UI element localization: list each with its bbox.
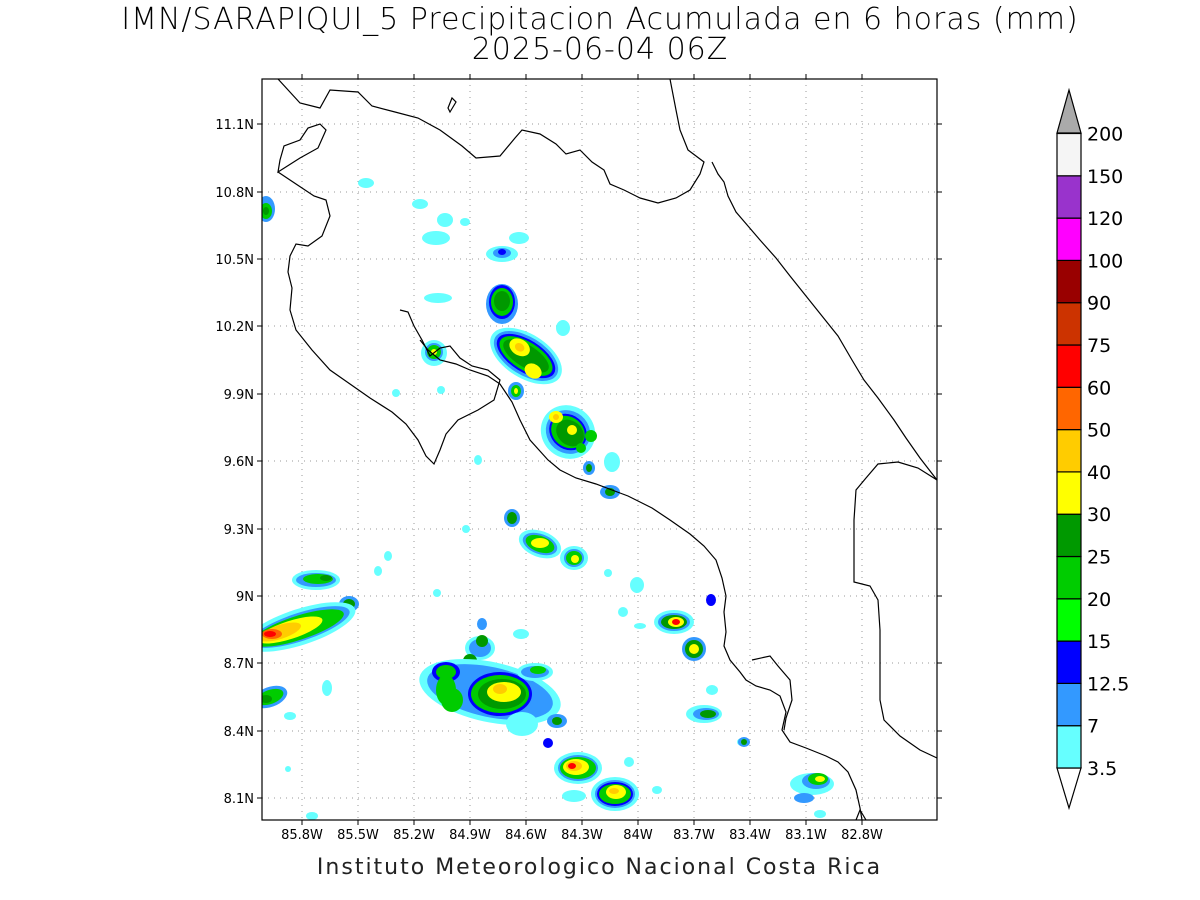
- golfo-dulce: [751, 655, 793, 731]
- colorbar-swatch: [1056, 513, 1082, 558]
- lon-tick-label: 85.5W: [337, 828, 379, 843]
- map-frame: [261, 78, 938, 821]
- rain-cell: [554, 752, 639, 811]
- colorbar-swatch: [1056, 132, 1082, 177]
- lon-tick-label: 84W: [623, 828, 653, 843]
- colorbar-swatch: [1056, 640, 1082, 684]
- tip-island: [855, 808, 867, 820]
- rain-cell: [486, 284, 518, 324]
- colorbar-level-label: 90: [1087, 293, 1111, 315]
- colorbar-level-label: 75: [1087, 335, 1111, 357]
- colorbar-swatch: [1056, 682, 1082, 727]
- colorbar-legend: 3.5 7 12.5 15 20 25 30 40 50 60 75 90 100 120 150 200: [1056, 87, 1129, 811]
- lake-nicaragua: [277, 123, 327, 174]
- rain-cell: [540, 405, 597, 475]
- panama-border: [853, 461, 937, 759]
- colorbar-swatch: [1056, 598, 1082, 642]
- rain-cell: [504, 509, 588, 570]
- colorbar-min-arrow: [1056, 767, 1082, 811]
- gulf-nicoya: [419, 339, 863, 820]
- pacific-nw-coast: [277, 171, 501, 466]
- chart-datetime: 2025-06-04 06Z: [471, 32, 729, 67]
- colorbar-swatch: [1056, 555, 1082, 600]
- lon-tick-label: 83.1W: [785, 828, 827, 843]
- colorbar-level-label: 25: [1087, 547, 1111, 569]
- colorbar-swatch: [1056, 471, 1082, 515]
- colorbar-swatch: [1056, 429, 1082, 473]
- colorbar-level-label: 50: [1087, 420, 1111, 442]
- precipitation-field: [262, 178, 834, 820]
- caribbean-coast: [711, 161, 937, 481]
- lon-tick-label: 84.6W: [505, 828, 547, 843]
- colorbar-swatch: [1056, 386, 1082, 431]
- footer-credit: Instituto Meteorologico Nacional Costa R…: [316, 855, 883, 880]
- lat-tick-label: 10.2N: [215, 320, 254, 335]
- lat-tick-label: 9.6N: [224, 455, 254, 470]
- lat-tick-label: 8.1N: [224, 792, 254, 807]
- rain-light-spots: [284, 178, 826, 820]
- lat-tick-label: 8.7N: [224, 657, 254, 672]
- longitude-axis: 85.8W 85.5W 85.2W 84.9W 84.6W 84.3W 84W 83.7W 83…: [281, 74, 883, 843]
- colorbar-level-label: 200: [1087, 124, 1123, 146]
- rain-cell: [262, 570, 359, 709]
- colorbar-level-label: 30: [1087, 504, 1111, 526]
- lat-tick-label: 10.8N: [215, 186, 254, 201]
- colorbar-level-label: 3.5: [1087, 758, 1117, 780]
- colorbar-level-label: 7: [1087, 716, 1099, 738]
- lat-tick-label: 9.3N: [224, 523, 254, 538]
- lon-tick-label: 85.2W: [393, 828, 435, 843]
- map-gridlines: [262, 79, 937, 820]
- colorbar-swatch: [1056, 344, 1082, 388]
- colorbar-max-arrow: [1056, 87, 1082, 134]
- colorbar-level-label: 12.5: [1087, 673, 1129, 695]
- colorbar-swatch: [1056, 302, 1082, 346]
- colorbar-level-label: 150: [1087, 166, 1123, 188]
- lat-tick-label: 8.4N: [224, 725, 254, 740]
- rain-cell: [508, 382, 524, 400]
- lon-tick-label: 83.7W: [673, 828, 715, 843]
- colorbar-swatch: [1056, 217, 1082, 262]
- colorbar-swatch: [1056, 259, 1082, 304]
- colorbar-level-label: 40: [1087, 462, 1111, 484]
- rain-cell: [490, 327, 562, 385]
- colorbar-level-label: 15: [1087, 631, 1111, 653]
- lon-tick-label: 83.4W: [729, 828, 771, 843]
- colorbar-level-label: 20: [1087, 589, 1111, 611]
- colorbar-swatch: [1056, 175, 1082, 219]
- lat-tick-label: 10.5N: [215, 253, 254, 268]
- colorbar-swatch: [1056, 725, 1082, 769]
- colorbar-level-label: 60: [1087, 377, 1111, 399]
- colorbar-level-label: 120: [1087, 208, 1123, 230]
- latitude-axis: 11.1N 10.8N 10.5N 10.2N 9.9N 9.6N 9.3N 9N 8.7N 8.…: [215, 118, 942, 807]
- rain-cell: [262, 196, 275, 222]
- coastlines: [277, 79, 937, 820]
- lat-tick-label: 11.1N: [215, 118, 254, 133]
- small-island: [447, 96, 457, 114]
- lon-tick-label: 82.8W: [841, 828, 883, 843]
- lat-tick-label: 9.9N: [224, 388, 254, 403]
- lat-tick-label: 9N: [236, 590, 254, 605]
- lon-tick-label: 84.3W: [561, 828, 603, 843]
- lon-tick-label: 84.9W: [449, 828, 491, 843]
- rain-cell: [654, 594, 834, 803]
- nicaragua-coast: [277, 79, 705, 204]
- rain-cell: [486, 246, 518, 262]
- chart-title: IMN/SARAPIQUI_5 Precipitacion Acumulada …: [121, 2, 1079, 37]
- lon-tick-label: 85.8W: [281, 828, 323, 843]
- rain-cell: [419, 618, 567, 748]
- colorbar-level-label: 100: [1087, 250, 1123, 272]
